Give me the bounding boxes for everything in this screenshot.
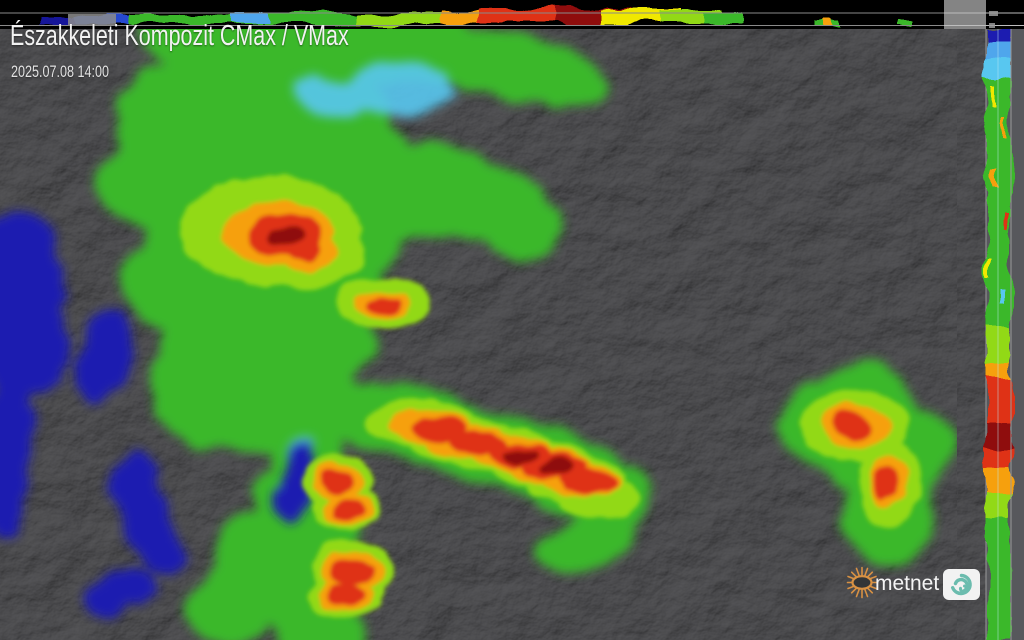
svg-text:metnet: metnet [875,572,939,595]
